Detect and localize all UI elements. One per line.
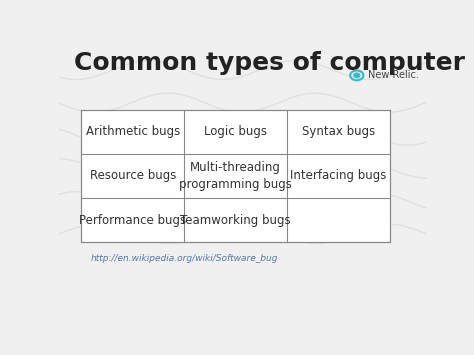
Text: Common types of computer bugs.: Common types of computer bugs. <box>74 51 474 75</box>
Text: Arithmetic bugs: Arithmetic bugs <box>86 125 180 138</box>
Text: http://en.wikipedia.org/wiki/Software_bug: http://en.wikipedia.org/wiki/Software_bu… <box>91 254 278 263</box>
Text: New Relic.: New Relic. <box>368 70 419 80</box>
Bar <box>82 110 390 242</box>
Text: Syntax bugs: Syntax bugs <box>302 125 375 138</box>
Text: Interfacing bugs: Interfacing bugs <box>290 169 387 182</box>
Circle shape <box>354 73 360 78</box>
Text: Performance bugs: Performance bugs <box>79 214 186 226</box>
Text: Logic bugs: Logic bugs <box>204 125 267 138</box>
Text: Resource bugs: Resource bugs <box>90 169 176 182</box>
Text: Teamworking bugs: Teamworking bugs <box>180 214 291 226</box>
Text: Multi-threading
programming bugs: Multi-threading programming bugs <box>179 161 292 191</box>
